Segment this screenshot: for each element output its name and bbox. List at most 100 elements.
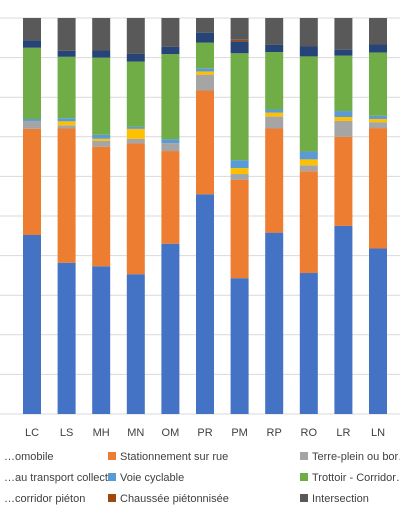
legend-swatch <box>300 473 308 481</box>
bar-segment-lc-4 <box>23 118 41 121</box>
bar-segment-ln-5 <box>369 52 387 116</box>
bar-segment-pm-6 <box>230 41 249 54</box>
bar-segment-pm-2 <box>230 174 249 180</box>
bar-segment-pr-4 <box>196 68 214 72</box>
bar-segment-mn-6 <box>126 53 145 62</box>
legend-label: …au transport collectif <box>4 472 114 484</box>
legend-swatch <box>300 494 308 502</box>
bar-segment-ro-6 <box>299 46 318 57</box>
legend-label: Voie cyclable <box>120 472 184 484</box>
bar-segment-lr-0 <box>334 225 353 414</box>
bar-segment-ln-4 <box>369 115 387 119</box>
bar-segment-ls-5 <box>57 56 76 119</box>
bar-segment-pm-0 <box>230 278 249 414</box>
bar-segment-om-4 <box>161 139 180 144</box>
bar-segment-ls-8 <box>57 18 76 51</box>
legend-label: Trottoir - Corridor… <box>312 472 400 484</box>
bar-segment-ls-0 <box>57 262 76 414</box>
bar-segment-pm-7 <box>230 39 249 42</box>
bar-segment-mn-3 <box>126 128 145 139</box>
legend-swatch <box>108 473 116 481</box>
x-tick-label: MN <box>127 427 144 439</box>
bar-segment-ls-3 <box>57 121 76 126</box>
bar-segment-pr-2 <box>196 74 214 91</box>
bar-segment-rp-4 <box>265 109 284 113</box>
bar-segment-mn-0 <box>126 274 145 414</box>
bar-segment-ln-1 <box>369 128 387 249</box>
legend-swatch <box>108 494 116 502</box>
bar-segment-ro-8 <box>299 18 318 47</box>
bar-segment-lc-2 <box>23 120 41 129</box>
bar-segment-pm-3 <box>230 168 249 175</box>
bar-segment-ro-4 <box>299 151 318 160</box>
bar-segment-om-0 <box>161 243 180 414</box>
bar-segment-mh-3 <box>92 138 111 141</box>
x-tick-label: LC <box>25 427 39 439</box>
bar-segment-pr-5 <box>196 42 214 69</box>
bar-segment-ln-0 <box>369 248 387 414</box>
bar-segment-pr-1 <box>196 90 214 195</box>
bar-segment-pm-8 <box>230 18 249 40</box>
bar-segment-rp-8 <box>265 18 284 45</box>
bar-segment-mh-4 <box>92 134 111 139</box>
x-tick-label: LS <box>60 427 73 439</box>
legend: …omobile Stationnement sur rue Terre-plein… <box>4 451 400 505</box>
bar-segment-mh-5 <box>92 57 111 135</box>
bar-segment-lc-0 <box>23 235 41 414</box>
bar-segment-om-1 <box>161 151 180 244</box>
legend-swatch <box>300 452 308 460</box>
bar-segment-ro-1 <box>299 171 318 274</box>
x-tick-label: RP <box>267 427 282 439</box>
legend-label: Chaussée piétonnisée <box>120 493 229 505</box>
bar-segment-pr-0 <box>196 194 214 414</box>
bar-segment-ln-3 <box>369 118 387 123</box>
bar-segment-lr-8 <box>334 18 353 50</box>
x-tick-label: MH <box>93 427 110 439</box>
bar-segment-lc-8 <box>23 18 41 41</box>
bar-segment-mh-6 <box>92 50 111 58</box>
bar-segment-lr-4 <box>334 111 353 117</box>
legend-label: Stationnement sur rue <box>120 451 228 463</box>
bar-segment-om-5 <box>161 54 180 140</box>
bar-segment-om-8 <box>161 18 180 47</box>
bar-segment-lr-5 <box>334 55 353 112</box>
bar-segment-pm-1 <box>230 179 249 279</box>
bar-segment-rp-3 <box>265 112 284 117</box>
bar-segment-rp-2 <box>265 116 284 129</box>
bar-segment-mh-2 <box>92 140 111 147</box>
bar-segment-pm-4 <box>230 160 249 169</box>
bar-segment-ln-2 <box>369 122 387 129</box>
legend-label: Intersection <box>312 493 369 505</box>
bar-segment-ro-5 <box>299 56 318 152</box>
bar-segment-lc-6 <box>23 40 41 48</box>
bar-segment-pr-6 <box>196 32 214 43</box>
bar-segment-pr-8 <box>196 18 214 33</box>
bar-segment-ls-2 <box>57 125 76 129</box>
bar-segment-lc-5 <box>23 47 41 119</box>
bars <box>23 18 387 414</box>
bar-segment-pm-5 <box>230 53 249 161</box>
bar-segment-mn-5 <box>126 61 145 127</box>
bar-segment-mn-1 <box>126 143 145 275</box>
bar-segment-rp-1 <box>265 128 284 233</box>
bar-segment-mh-1 <box>92 146 111 267</box>
bar-segment-rp-6 <box>265 44 284 53</box>
bar-segment-ls-4 <box>57 118 76 122</box>
legend-label: Terre-plein ou bor… <box>312 451 400 463</box>
bar-segment-mh-8 <box>92 18 111 51</box>
bar-segment-ln-6 <box>369 44 387 53</box>
bar-segment-om-6 <box>161 46 180 55</box>
x-tick-label: LR <box>336 427 350 439</box>
bar-segment-ln-8 <box>369 18 387 45</box>
legend-label: …omobile <box>4 451 54 463</box>
bar-segment-lr-6 <box>334 49 353 56</box>
bar-segment-mh-0 <box>92 266 111 414</box>
bar-segment-mn-4 <box>126 126 145 129</box>
bar-segment-om-2 <box>161 143 180 152</box>
bar-segment-mn-2 <box>126 138 145 144</box>
legend-swatch <box>108 452 116 460</box>
bar-segment-lr-1 <box>334 136 353 226</box>
x-tick-label: LN <box>371 427 385 439</box>
bar-segment-rp-5 <box>265 52 284 110</box>
